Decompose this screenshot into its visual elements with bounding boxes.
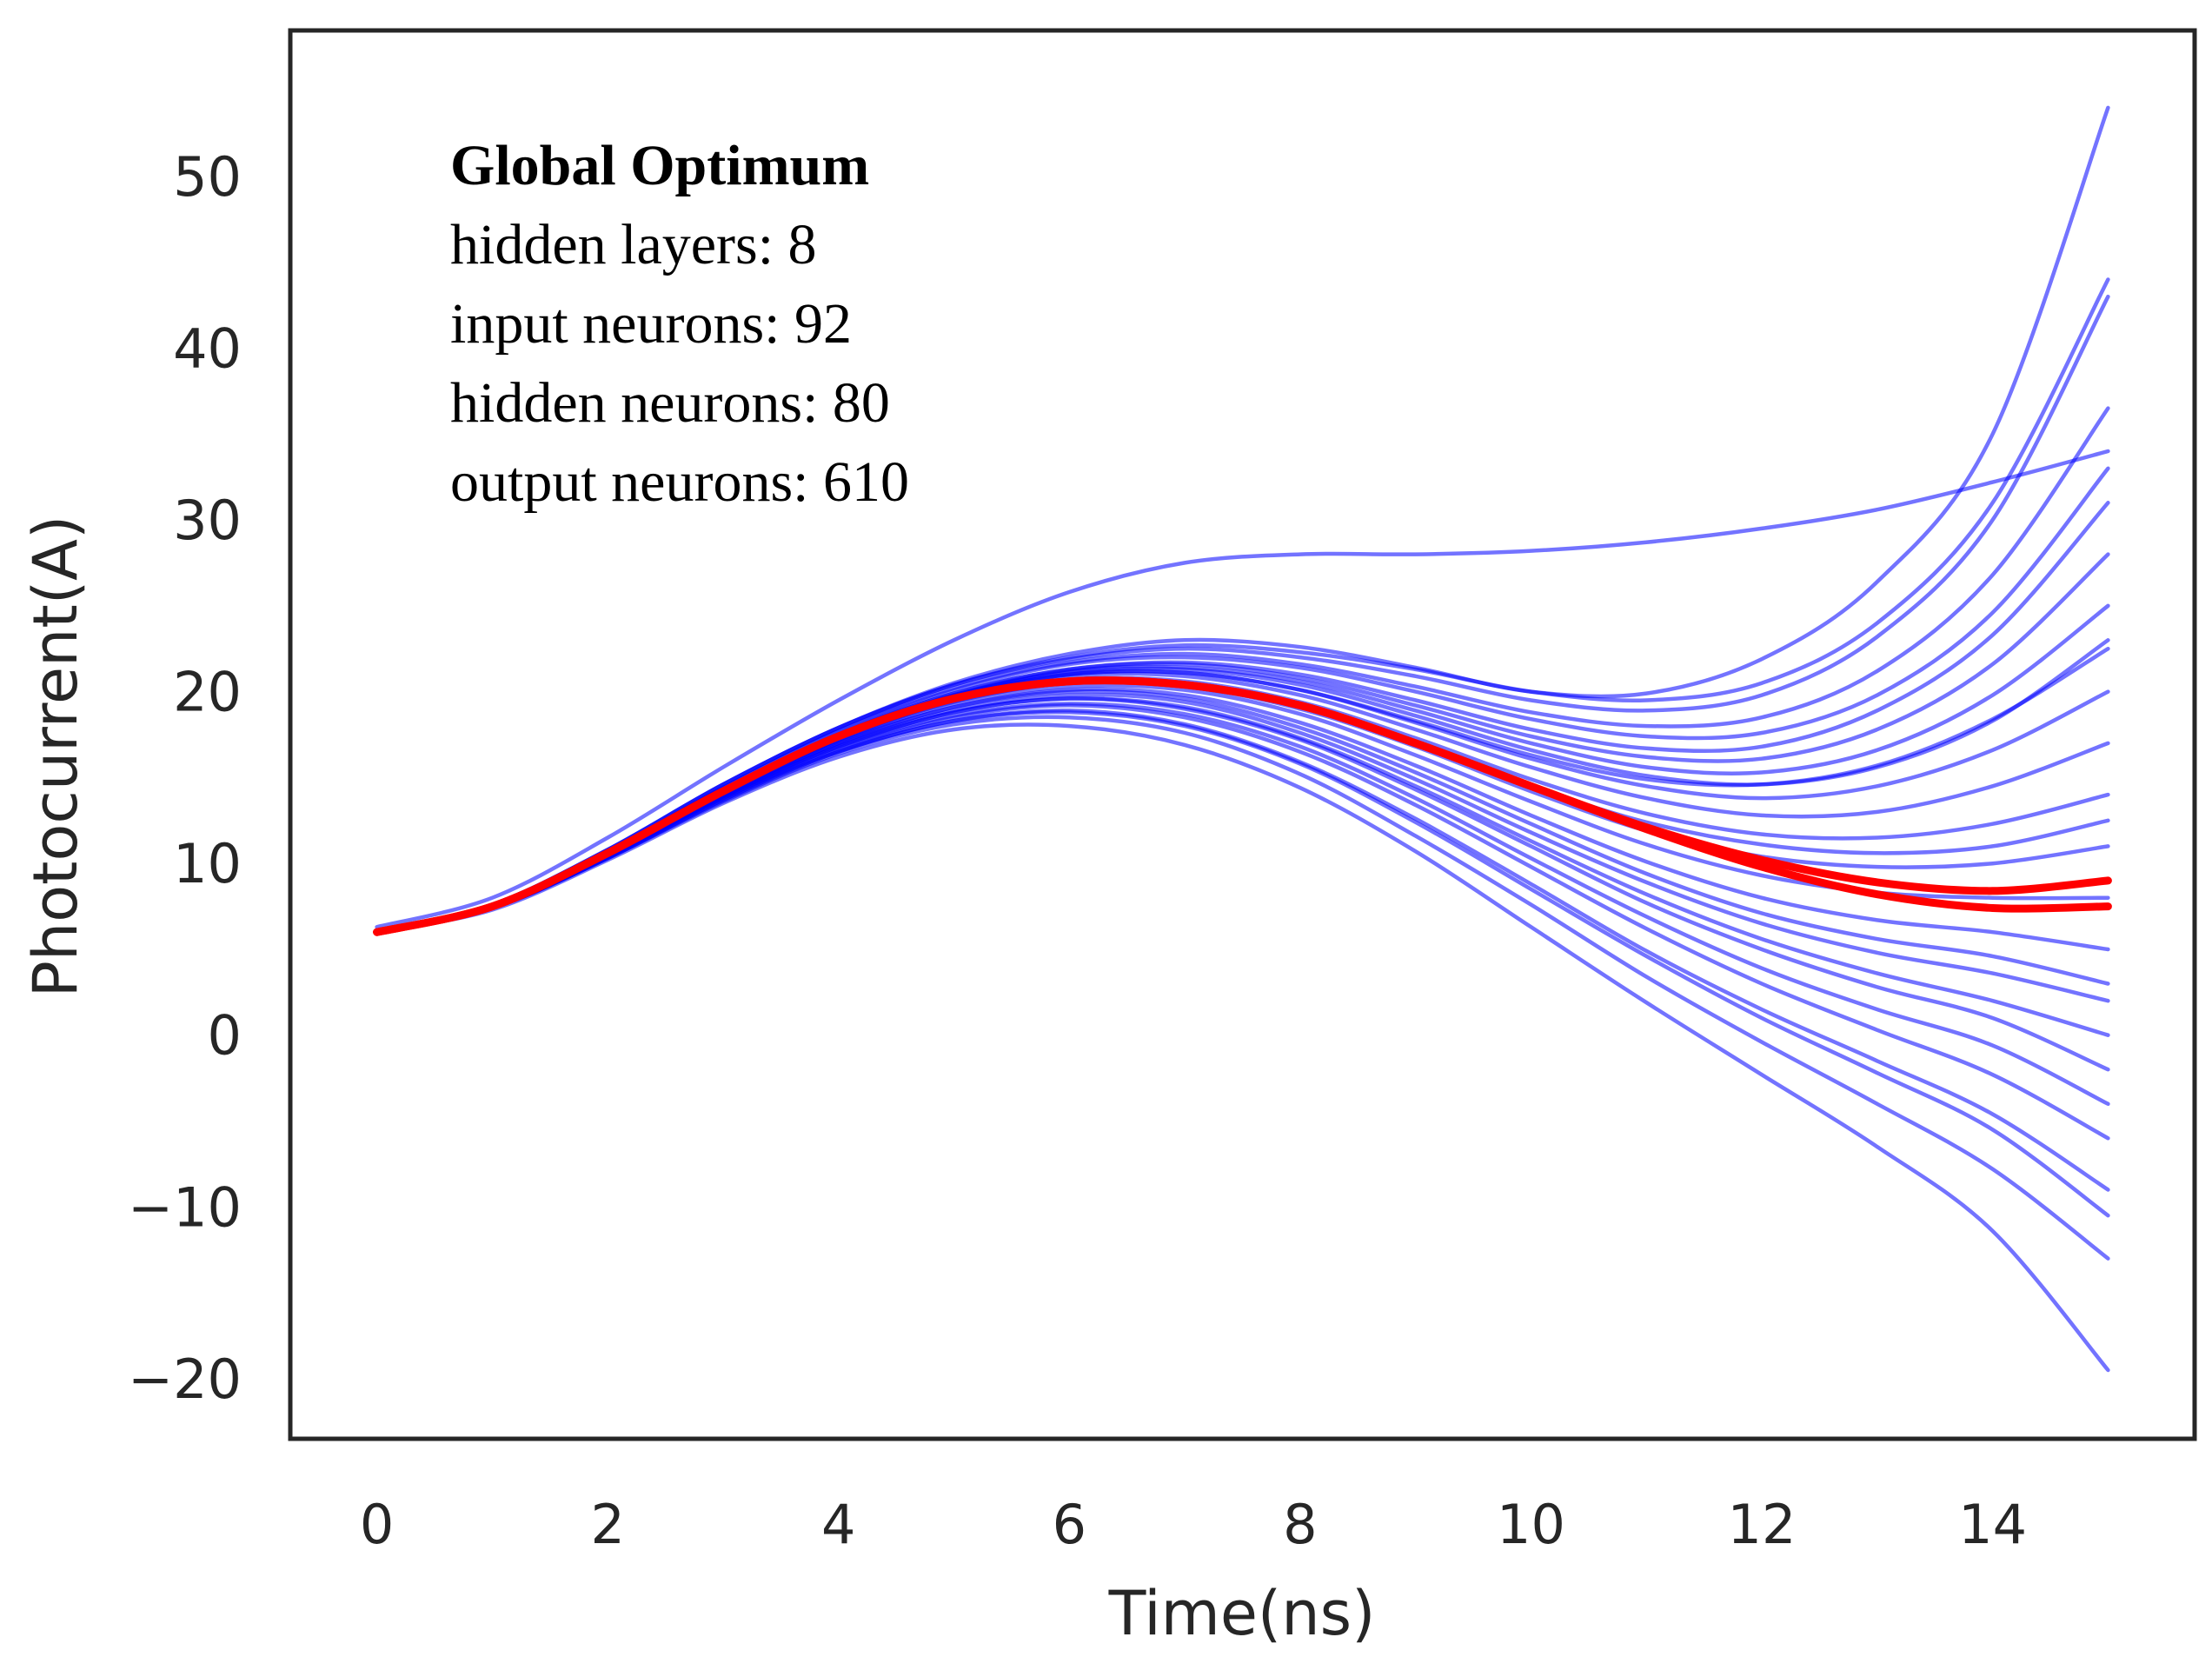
annotation-hidden-layers: hidden layers: 8: [450, 213, 817, 276]
x-tick-label: 2: [590, 1493, 624, 1556]
x-tick-label: 10: [1497, 1493, 1565, 1556]
highlight-series-line: [373, 676, 2112, 936]
y-tick-labels: −20 −10 0 10 20 30 40 50: [128, 145, 242, 1411]
y-tick-label: −10: [128, 1175, 242, 1239]
ensemble-series-line: [375, 449, 2110, 929]
series-layer: [373, 105, 2112, 1373]
x-tick-labels: 0 2 4 6 8 10 12 14: [360, 1493, 2027, 1556]
y-tick-label: 10: [173, 832, 242, 895]
plot-frame: [288, 28, 2197, 1441]
y-tick-label: 50: [173, 145, 242, 209]
annotation-output-neurons: output neurons: 610: [450, 450, 909, 514]
ensemble-series-line: [375, 294, 2110, 935]
annotation-input-neurons: input neurons: 92: [450, 292, 852, 356]
y-tick-label: 40: [173, 317, 242, 381]
x-axis-title: Time(ns): [1108, 1578, 1376, 1649]
y-tick-label: 0: [208, 1004, 242, 1068]
x-tick-label: 14: [1958, 1493, 2027, 1556]
y-axis-title: Photocurrent(A): [20, 516, 91, 998]
annotation-title: Global Optimum: [450, 134, 869, 197]
ensemble-series-line: [375, 722, 2110, 1373]
x-tick-label: 12: [1728, 1493, 1797, 1556]
x-tick-label: 6: [1053, 1493, 1086, 1556]
x-tick-label: 8: [1283, 1493, 1317, 1556]
plot-area: [290, 30, 2195, 1439]
y-tick-label: 30: [173, 489, 242, 552]
y-tick-label: −20: [128, 1348, 242, 1411]
y-tick-label: 20: [173, 661, 242, 724]
x-tick-label: 0: [360, 1493, 394, 1556]
annotation-hidden-neurons: hidden neurons: 80: [450, 371, 890, 435]
x-tick-label: 4: [821, 1493, 855, 1556]
annotation-box: Global Optimum hidden layers: 8 input ne…: [450, 134, 909, 514]
